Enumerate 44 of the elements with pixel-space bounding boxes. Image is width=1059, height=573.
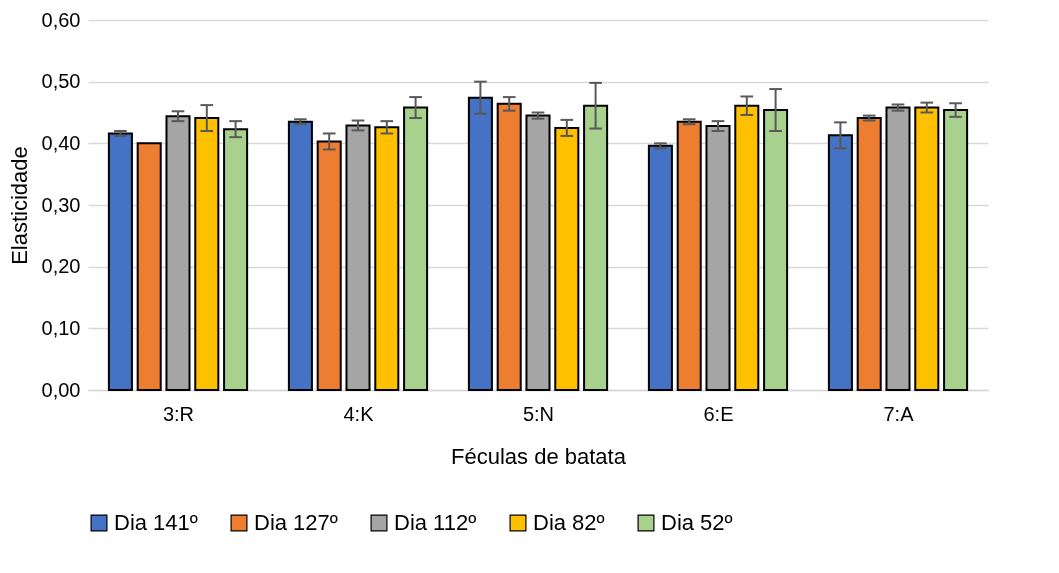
legend-label: Dia 127º (254, 510, 338, 535)
bar (554, 126, 580, 391)
y-tick-label: 0,30 (41, 193, 81, 216)
bar (525, 114, 551, 391)
legend-label: Dia 52º (661, 510, 733, 535)
x-tick-label: 6:E (703, 402, 734, 425)
x-tick-label: 4:K (343, 402, 375, 425)
y-tick-label: 0,00 (41, 378, 81, 401)
y-tick-label: 0,10 (41, 316, 81, 339)
y-tick-label: 0,50 (41, 70, 81, 93)
y-axis-title: Elasticidade (6, 146, 32, 265)
bar (223, 128, 249, 391)
x-axis-title: Féculas de batata (451, 443, 627, 469)
legend-label: Dia 82º (533, 510, 605, 535)
bar (374, 126, 400, 391)
bar (165, 115, 191, 391)
bar (403, 106, 429, 391)
y-tick-label: 0,60 (41, 8, 81, 31)
bar (705, 125, 731, 391)
x-tick-label: 5:N (522, 402, 555, 425)
bar (914, 106, 940, 391)
bar (136, 142, 162, 391)
bar (107, 132, 133, 391)
bar (287, 120, 313, 391)
x-tick-label: 7:A (883, 402, 915, 425)
bar (734, 104, 760, 391)
bar (194, 117, 220, 391)
bar (316, 140, 342, 391)
y-tick-label: 0,40 (41, 131, 81, 154)
x-tick-label: 3:R (162, 402, 195, 425)
bar (885, 106, 911, 391)
bar (345, 124, 371, 391)
bar (496, 102, 522, 391)
bar (856, 117, 882, 391)
legend-label: Dia 141º (114, 510, 198, 535)
bar (467, 96, 493, 391)
y-tick-label: 0,20 (41, 255, 81, 278)
bar (763, 109, 789, 391)
legend-label: Dia 112º (394, 510, 477, 535)
bar (943, 109, 969, 391)
bar (647, 144, 673, 391)
bar (827, 134, 853, 391)
bar (583, 104, 609, 391)
bar (676, 120, 702, 391)
